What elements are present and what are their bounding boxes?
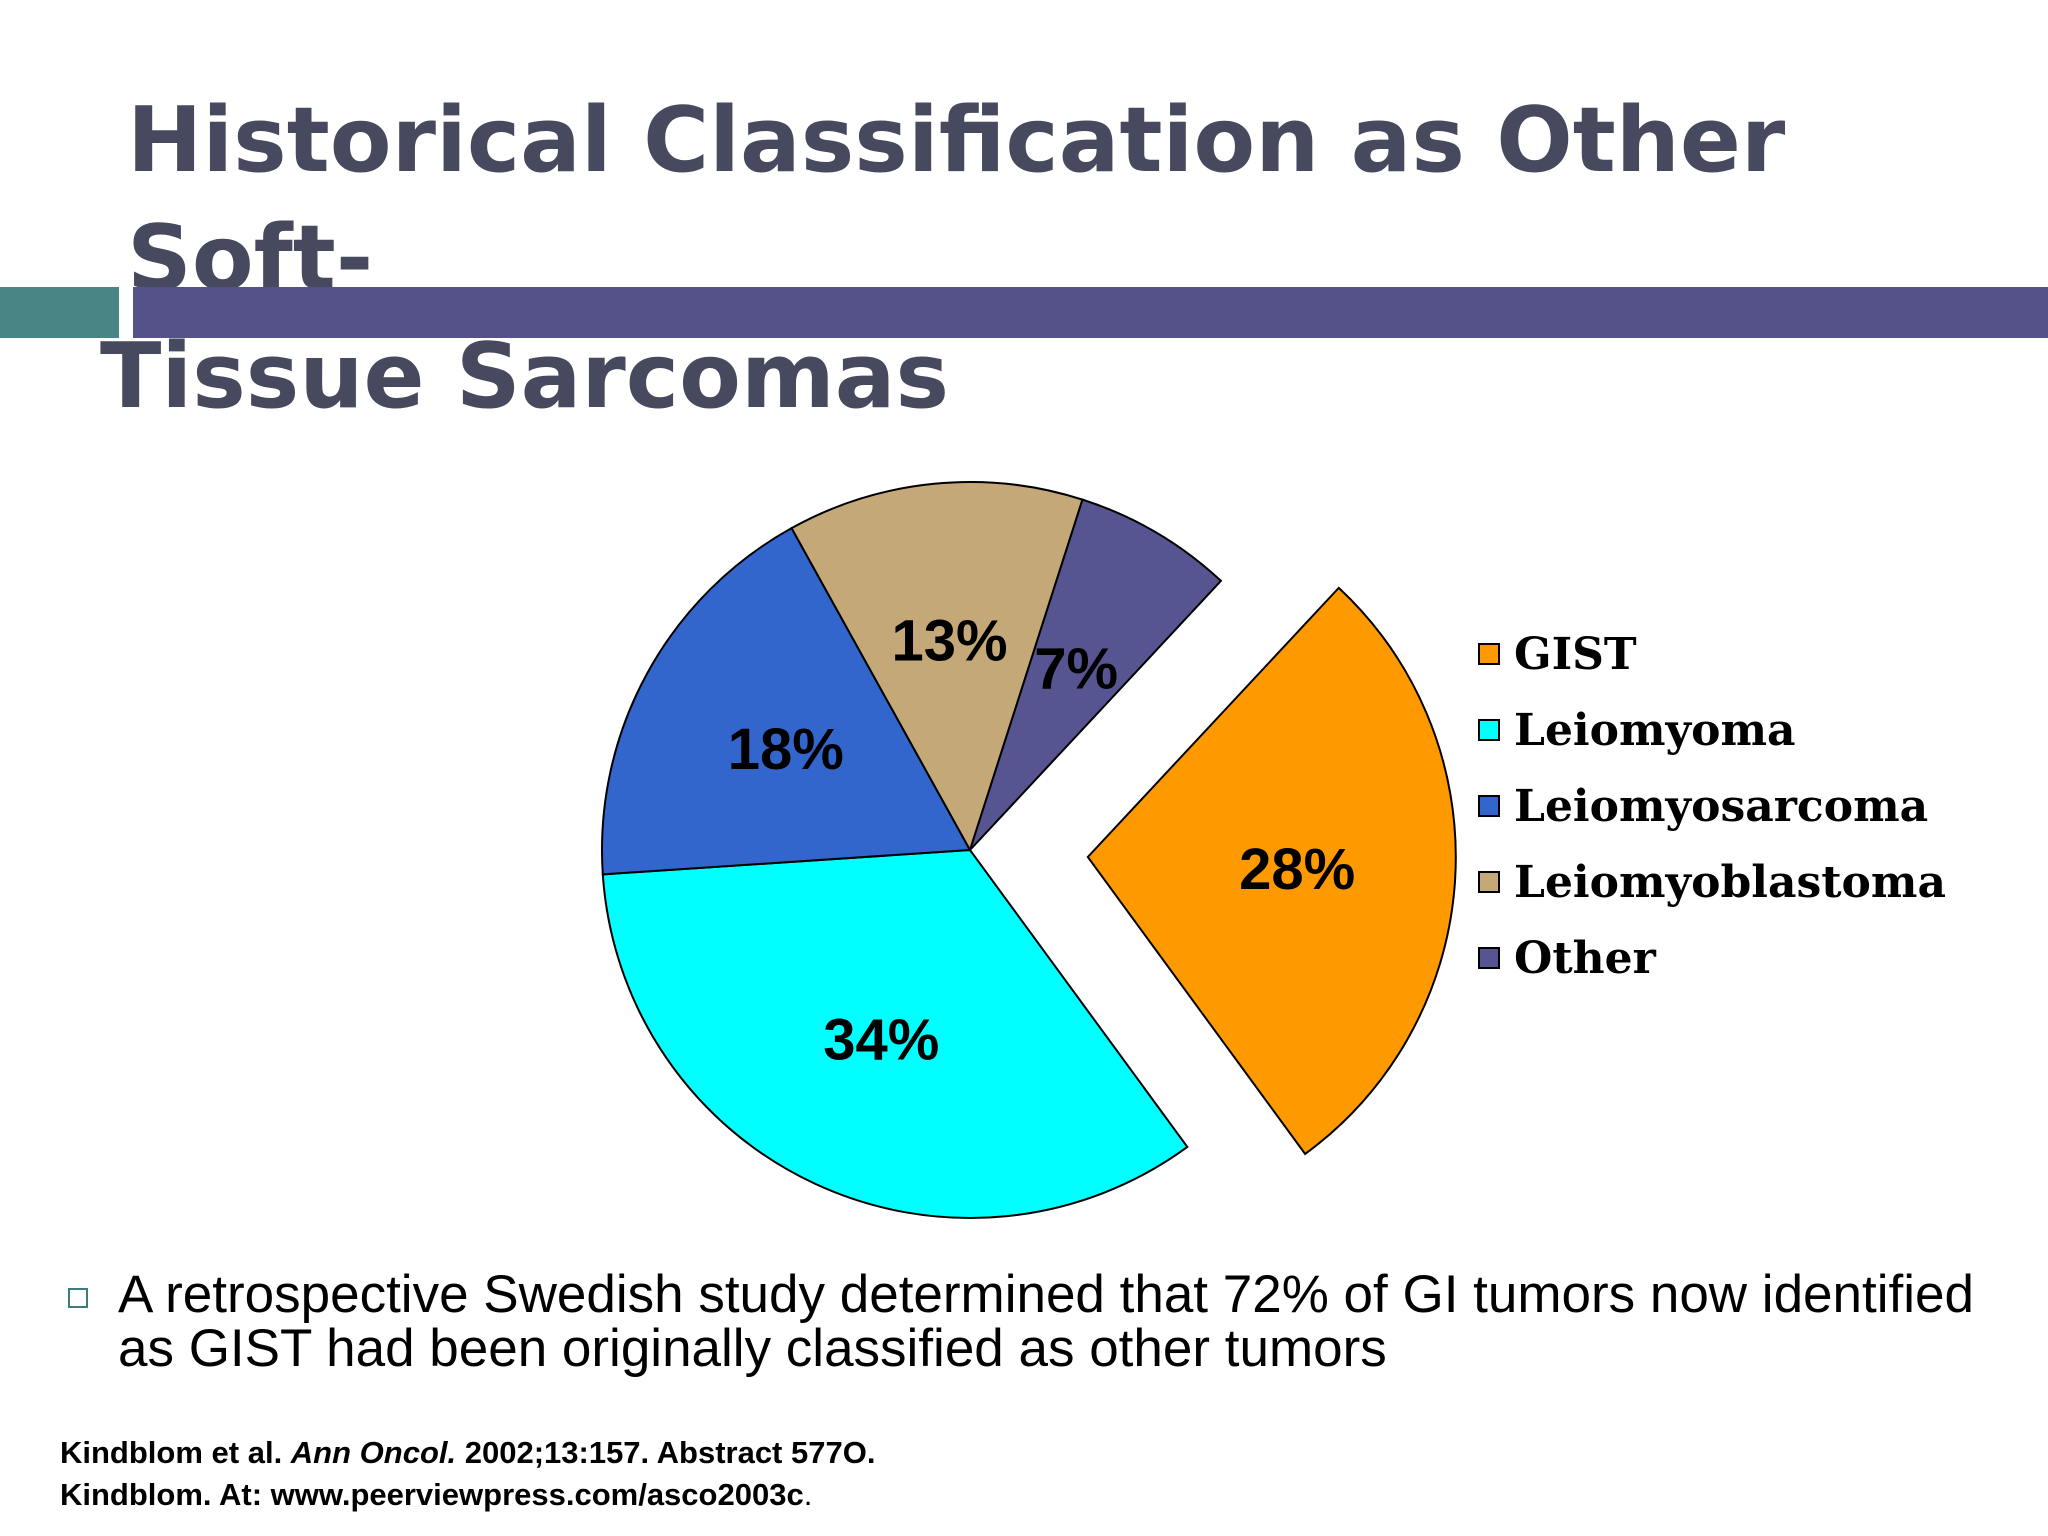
slice-label-other: 7% bbox=[1034, 637, 1118, 702]
slice-label-leiomyoblastoma: 13% bbox=[891, 609, 1007, 674]
legend-label-gist: GIST bbox=[1514, 628, 1637, 680]
bullet-text: A retrospective Swedish study determined… bbox=[118, 1265, 1974, 1378]
reference-1-authors: Kindblom et al. bbox=[60, 1435, 291, 1470]
title-accent-bar-teal bbox=[0, 287, 119, 338]
pie-slice-leiomyoblastoma bbox=[790, 481, 1084, 853]
title-accent-bar-purple bbox=[133, 287, 2048, 338]
legend-item-leiomyoblastoma: Leiomyoblastoma bbox=[1478, 844, 1946, 920]
reference-1-journal: Ann Oncol. bbox=[290, 1435, 457, 1470]
reference-1-details: 2002;13:157. Abstract 577O. bbox=[456, 1435, 876, 1470]
legend-label-leiomyoma: Leiomyoma bbox=[1514, 704, 1796, 756]
reference-2-period: . bbox=[803, 1477, 813, 1512]
references: Kindblom et al. Ann Oncol. 2002;13:157. … bbox=[60, 1432, 875, 1516]
title-line-2: Tissue Sarcomas bbox=[100, 324, 950, 429]
slice-label-gist: 28% bbox=[1239, 837, 1355, 902]
legend-swatch-other bbox=[1478, 947, 1500, 969]
legend-swatch-leiomyosarcoma bbox=[1478, 795, 1500, 817]
legend-swatch-gist bbox=[1478, 643, 1500, 665]
legend-label-other: Other bbox=[1514, 932, 1656, 984]
legend-item-leiomyoma: Leiomyoma bbox=[1478, 692, 1946, 768]
slide-title: Historical Classification as Other Soft-… bbox=[100, 82, 2000, 436]
legend-item-gist: GIST bbox=[1478, 616, 1946, 692]
legend-swatch-leiomyoma bbox=[1478, 719, 1500, 741]
pie-slice-leiomyoma bbox=[601, 848, 1189, 1219]
pie-slice-gist bbox=[1086, 586, 1457, 1156]
slice-label-leiomyosarcoma: 18% bbox=[728, 717, 844, 782]
reference-1: Kindblom et al. Ann Oncol. 2002;13:157. … bbox=[60, 1432, 875, 1474]
legend-label-leiomyoblastoma: Leiomyoblastoma bbox=[1514, 856, 1946, 908]
pie-slice-other bbox=[969, 498, 1223, 851]
legend-item-leiomyosarcoma: Leiomyosarcoma bbox=[1478, 768, 1946, 844]
reference-2: Kindblom. At: www.peerviewpress.com/asco… bbox=[60, 1474, 875, 1516]
title-line-1: Historical Classification as Other Soft- bbox=[127, 88, 1786, 311]
reference-2-text: Kindblom. At: www.peerviewpress.com/asco… bbox=[60, 1477, 804, 1512]
legend-swatch-leiomyoblastoma bbox=[1478, 871, 1500, 893]
slice-label-leiomyoma: 34% bbox=[823, 1008, 939, 1073]
legend-label-leiomyosarcoma: Leiomyosarcoma bbox=[1514, 780, 1929, 832]
pie-slice-leiomyosarcoma bbox=[601, 526, 972, 876]
chart-legend: GIST Leiomyoma Leiomyosarcoma Leiomyobla… bbox=[1478, 616, 1946, 996]
legend-item-other: Other bbox=[1478, 920, 1946, 996]
square-bullet-icon bbox=[68, 1288, 88, 1308]
